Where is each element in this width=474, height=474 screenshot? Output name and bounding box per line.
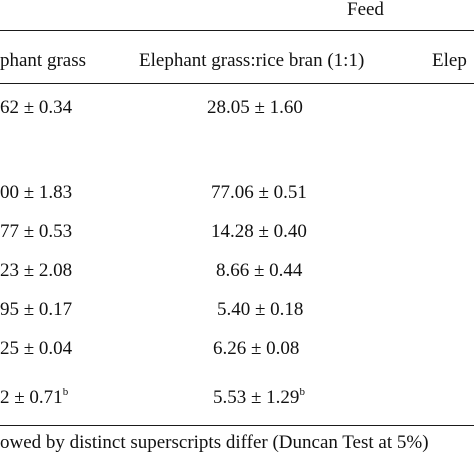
superscript-marker: b	[299, 386, 305, 398]
superscript-marker: b	[62, 386, 69, 398]
group-header-feed: Feed	[347, 0, 384, 20]
table-cell: 77.06 ± 0.51	[211, 182, 307, 203]
table-cell: 28.05 ± 1.60	[207, 97, 303, 118]
table-cell: 00 ± 1.83	[0, 182, 73, 203]
cell-value: 5.53 ± 1.29	[213, 387, 300, 408]
table-cell: 14.28 ± 0.40	[211, 221, 307, 242]
top-rule	[0, 30, 474, 31]
table-cell: 95 ± 0.17	[0, 299, 73, 320]
cell-value: 2 ± 0.71	[0, 387, 63, 408]
table-cell: 2 ± 0.71b	[0, 386, 69, 408]
table-cell: 5.40 ± 0.18	[217, 299, 304, 320]
table-cell: 5.53 ± 1.29b	[213, 386, 305, 408]
table-cell: 8.66 ± 0.44	[216, 260, 303, 281]
table-cell: 25 ± 0.04	[0, 338, 73, 359]
table-cell: 62 ± 0.34	[0, 97, 73, 118]
table-cell: 77 ± 0.53	[0, 221, 73, 242]
table-cell: 23 ± 2.08	[0, 260, 73, 281]
column-header-2: Elephant grass:rice bran (1:1)	[139, 50, 365, 71]
column-header-3: Elep	[432, 50, 467, 71]
header-rule	[0, 83, 474, 84]
table-cell: 6.26 ± 0.08	[213, 338, 300, 359]
column-header-1: phant grass	[0, 50, 87, 71]
bottom-rule	[0, 425, 474, 426]
table-footnote: owed by distinct superscripts differ (Du…	[0, 432, 429, 453]
